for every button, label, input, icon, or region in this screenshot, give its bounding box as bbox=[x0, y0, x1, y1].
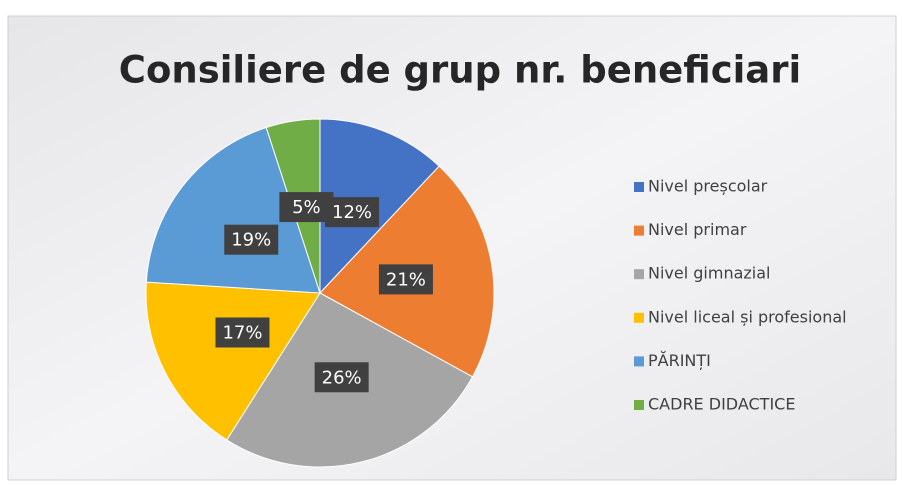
data-label: 19% bbox=[231, 230, 271, 251]
legend-label: Nivel primar bbox=[648, 220, 747, 239]
legend-swatch bbox=[634, 269, 644, 280]
legend-label: Nivel gimnazial bbox=[648, 264, 770, 283]
legend-label: Nivel liceal și profesional bbox=[648, 307, 847, 326]
data-label-box bbox=[215, 317, 270, 348]
legend-swatch bbox=[634, 225, 644, 236]
data-label-box bbox=[325, 197, 380, 228]
data-label-box bbox=[314, 362, 369, 393]
data-label: 12% bbox=[332, 202, 372, 223]
data-label: 21% bbox=[386, 269, 426, 290]
legend-swatch bbox=[634, 400, 644, 410]
chart-title: Consiliere de grup nr. beneficiari bbox=[119, 49, 801, 92]
pie-slice bbox=[319, 118, 440, 295]
legend-swatch bbox=[634, 356, 644, 367]
legend-label: CADRE DIDACTICE bbox=[648, 395, 795, 414]
data-label: 5% bbox=[292, 197, 321, 218]
data-label: 17% bbox=[222, 322, 262, 343]
data-label-box bbox=[378, 264, 433, 295]
legend-swatch bbox=[634, 312, 644, 323]
data-label-box bbox=[224, 224, 279, 255]
pie-slice bbox=[145, 281, 321, 441]
data-label: 26% bbox=[322, 367, 362, 388]
legend-label: Nivel preșcolar bbox=[648, 177, 768, 196]
legend-swatch bbox=[634, 182, 644, 192]
legend-label: PĂRINȚI bbox=[648, 351, 711, 370]
data-label-box bbox=[279, 192, 334, 223]
